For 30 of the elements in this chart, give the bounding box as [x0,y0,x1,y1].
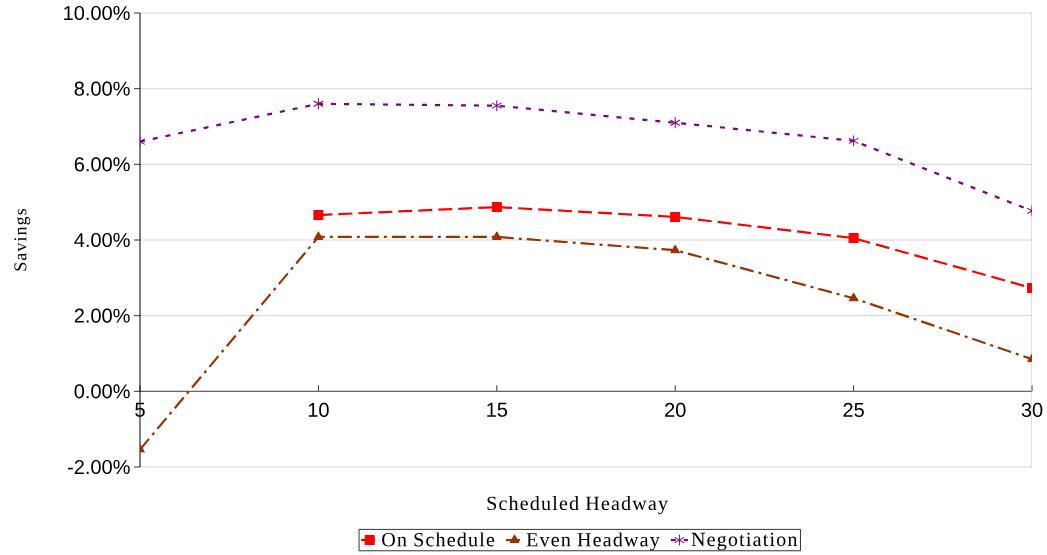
point [491,99,503,112]
x-tick-label: 10 [308,402,329,418]
point [848,292,859,302]
y-axis-title: Savings [14,208,31,271]
point [313,97,324,110]
point [491,202,502,213]
y-tick-label: 4.00% [74,232,130,248]
y-tick-label: 6.00% [74,157,130,172]
y-tick-label: 2.00% [74,308,130,323]
x-tick-label: 25 [843,402,864,418]
legend-label: Even Headway [526,532,660,551]
point [848,134,859,147]
legend-label: Negotiation [691,532,798,551]
point [848,233,859,244]
point [670,211,681,222]
y-tick-label: -2.00% [67,459,130,475]
point [491,231,502,240]
x-tick-label: 20 [665,402,686,418]
point [669,116,681,129]
legend-label: On Schedule [382,532,495,547]
x-axis-title: Scheduled Headway [487,496,668,515]
y-tick-label: 8.00% [74,81,130,96]
point [670,244,681,254]
x-tick-label: 30 [1021,402,1043,418]
y-tick-label: 10.00% [64,5,130,21]
x-tick-label: 5 [135,402,145,417]
x-tick-label: 15 [487,402,508,417]
y-tick-label: 0.00% [74,384,130,399]
point [313,210,324,221]
point [313,231,324,240]
